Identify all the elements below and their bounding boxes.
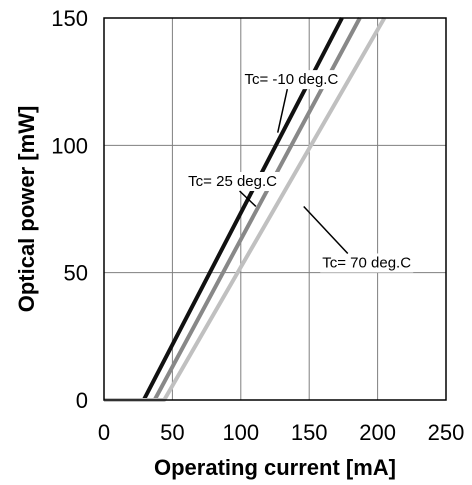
y-tick-label: 100 bbox=[51, 133, 88, 158]
annotation-bg-2 bbox=[186, 171, 280, 191]
annotation-pointer-1 bbox=[277, 88, 289, 133]
x-tick-label: 100 bbox=[222, 420, 259, 445]
x-tick-label: 200 bbox=[359, 420, 396, 445]
x-tick-label: 50 bbox=[160, 420, 184, 445]
annotation-bg-1 bbox=[242, 70, 341, 90]
plot-frame bbox=[103, 17, 447, 401]
annotation-label-3: Tc= 70 deg.C bbox=[322, 254, 411, 271]
y-tick-label: 50 bbox=[64, 261, 88, 286]
y-axis-title: Optical power [mW] bbox=[14, 106, 39, 313]
y-tick-label: 150 bbox=[51, 6, 88, 31]
annotation-label-2: Tc= 25 deg.C bbox=[188, 173, 277, 190]
x-axis-title: Operating current [mA] bbox=[154, 455, 396, 480]
x-tick-label: 150 bbox=[291, 420, 328, 445]
annotations: Tc= -10 deg.C Tc= 25 deg.C Tc= 70 deg.C bbox=[186, 70, 414, 273]
x-tick-label: 0 bbox=[98, 420, 110, 445]
annotation-label-1: Tc= -10 deg.C bbox=[245, 71, 339, 88]
annotation-pointer-2 bbox=[239, 190, 257, 207]
x-tick-label: 250 bbox=[428, 420, 465, 445]
tick-labels: 0 50 100 150 200 250 0 50 100 150 bbox=[51, 6, 464, 445]
annotation-pointer-3 bbox=[303, 205, 349, 254]
y-tick-label: 0 bbox=[76, 388, 88, 413]
annotation-bg-3 bbox=[320, 253, 414, 273]
